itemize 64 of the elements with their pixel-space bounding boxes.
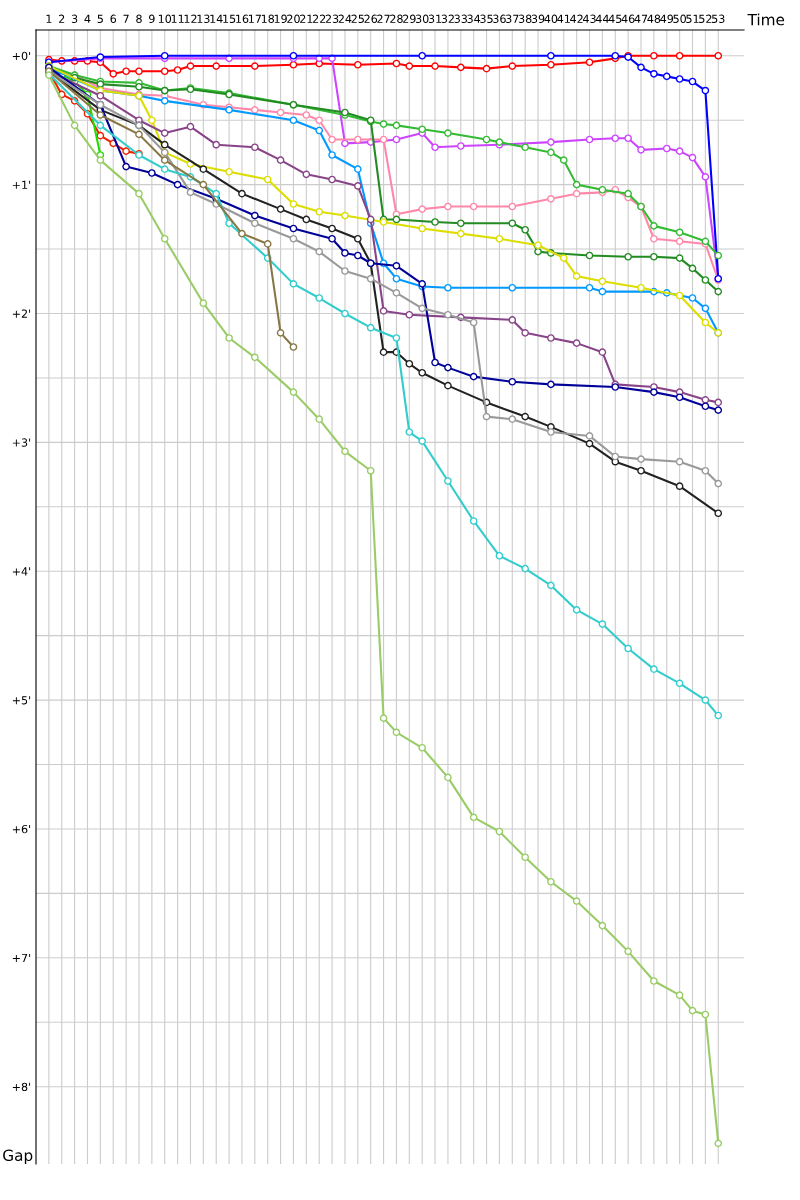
x-tick-label: 27 — [377, 14, 390, 23]
x-tick-label: 18 — [261, 14, 275, 23]
x-tick-label: 35 — [480, 14, 493, 23]
x-tick-label: 29 — [403, 14, 416, 23]
x-tick-label: 33 — [454, 14, 467, 23]
x-tick-label: 46 — [621, 14, 635, 23]
x-axis-title: Time — [747, 13, 785, 26]
y-tick-label: +7' — [12, 953, 31, 963]
x-tick-label: 21 — [300, 14, 313, 23]
x-tick-label: 30 — [415, 14, 429, 23]
y-tick-label: +0' — [12, 51, 31, 61]
x-tick-label: 11 — [171, 14, 184, 23]
x-tick-label: 24 — [338, 14, 352, 23]
y-tick-label: +6' — [12, 824, 31, 834]
x-tick-label: 37 — [506, 14, 519, 23]
x-tick-label: 28 — [390, 14, 403, 23]
x-tick-label: 9 — [149, 14, 155, 23]
x-tick-label: 53 — [712, 14, 725, 23]
x-tick-label: 14 — [210, 14, 223, 23]
x-tick-label: 17 — [248, 14, 261, 23]
x-tick-label: 15 — [223, 14, 236, 23]
y-axis-title: Gap — [3, 1149, 33, 1164]
x-tick-label: 36 — [493, 14, 506, 23]
x-tick-label: 2 — [59, 14, 65, 23]
x-tick-label: 39 — [531, 14, 545, 23]
x-tick-label: 20 — [287, 14, 300, 23]
x-tick-label: 47 — [634, 14, 648, 23]
x-tick-label: 44 — [595, 14, 609, 23]
y-tick-label: +3' — [12, 438, 31, 447]
x-tick-label: 40 — [544, 14, 558, 23]
y-tick-label: +8' — [12, 1082, 31, 1092]
x-tick-label: 41 — [557, 14, 570, 23]
x-tick-label: 49 — [660, 14, 674, 23]
x-tick-label: 7 — [123, 14, 129, 23]
x-tick-label: 22 — [312, 14, 326, 23]
y-tick-label: +2' — [12, 309, 31, 318]
x-tick-label: 25 — [351, 14, 364, 23]
x-tick-label: 34 — [467, 14, 481, 23]
x-tick-label: 51 — [686, 14, 699, 23]
x-tick-label: 10 — [158, 14, 172, 23]
x-tick-label: 50 — [673, 14, 686, 23]
x-tick-label: 43 — [583, 14, 596, 23]
x-tick-label: 52 — [699, 14, 712, 23]
x-tick-label: 42 — [570, 14, 583, 23]
x-tick-label: 4 — [84, 14, 91, 23]
y-tick-label: +5' — [12, 696, 31, 705]
x-tick-label: 26 — [364, 14, 378, 23]
x-tick-label: 12 — [184, 14, 197, 23]
x-tick-label: 32 — [441, 14, 454, 23]
x-tick-label: 5 — [97, 14, 103, 23]
x-tick-label: 31 — [428, 14, 442, 23]
x-tick-label: 6 — [110, 14, 117, 23]
y-tick-label: +4' — [12, 567, 31, 576]
x-tick-label: 16 — [236, 14, 249, 23]
x-tick-label: 48 — [647, 14, 661, 23]
x-tick-label: 38 — [518, 14, 532, 23]
x-tick-label: 19 — [274, 14, 287, 23]
y-tick-label: +1' — [12, 180, 31, 189]
x-tick-label: 45 — [608, 14, 622, 23]
x-tick-label: 8 — [136, 14, 142, 23]
x-tick-label: 1 — [46, 14, 52, 23]
x-tick-label: 13 — [197, 14, 210, 23]
x-tick-label: 3 — [71, 14, 78, 23]
x-tick-label: 23 — [325, 14, 339, 23]
